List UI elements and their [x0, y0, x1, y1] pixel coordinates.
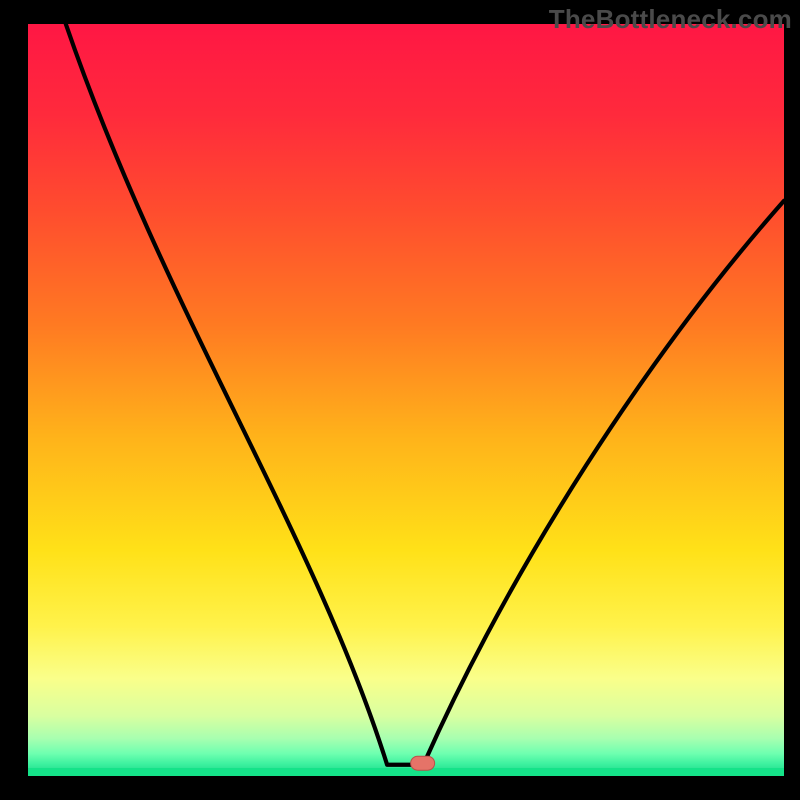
bottleneck-chart: [0, 0, 800, 800]
gradient-background: [28, 24, 784, 776]
optimum-marker: [411, 756, 435, 770]
watermark-text: TheBottleneck.com: [549, 4, 792, 35]
chart-container: TheBottleneck.com: [0, 0, 800, 800]
bottom-green-band: [28, 768, 784, 776]
